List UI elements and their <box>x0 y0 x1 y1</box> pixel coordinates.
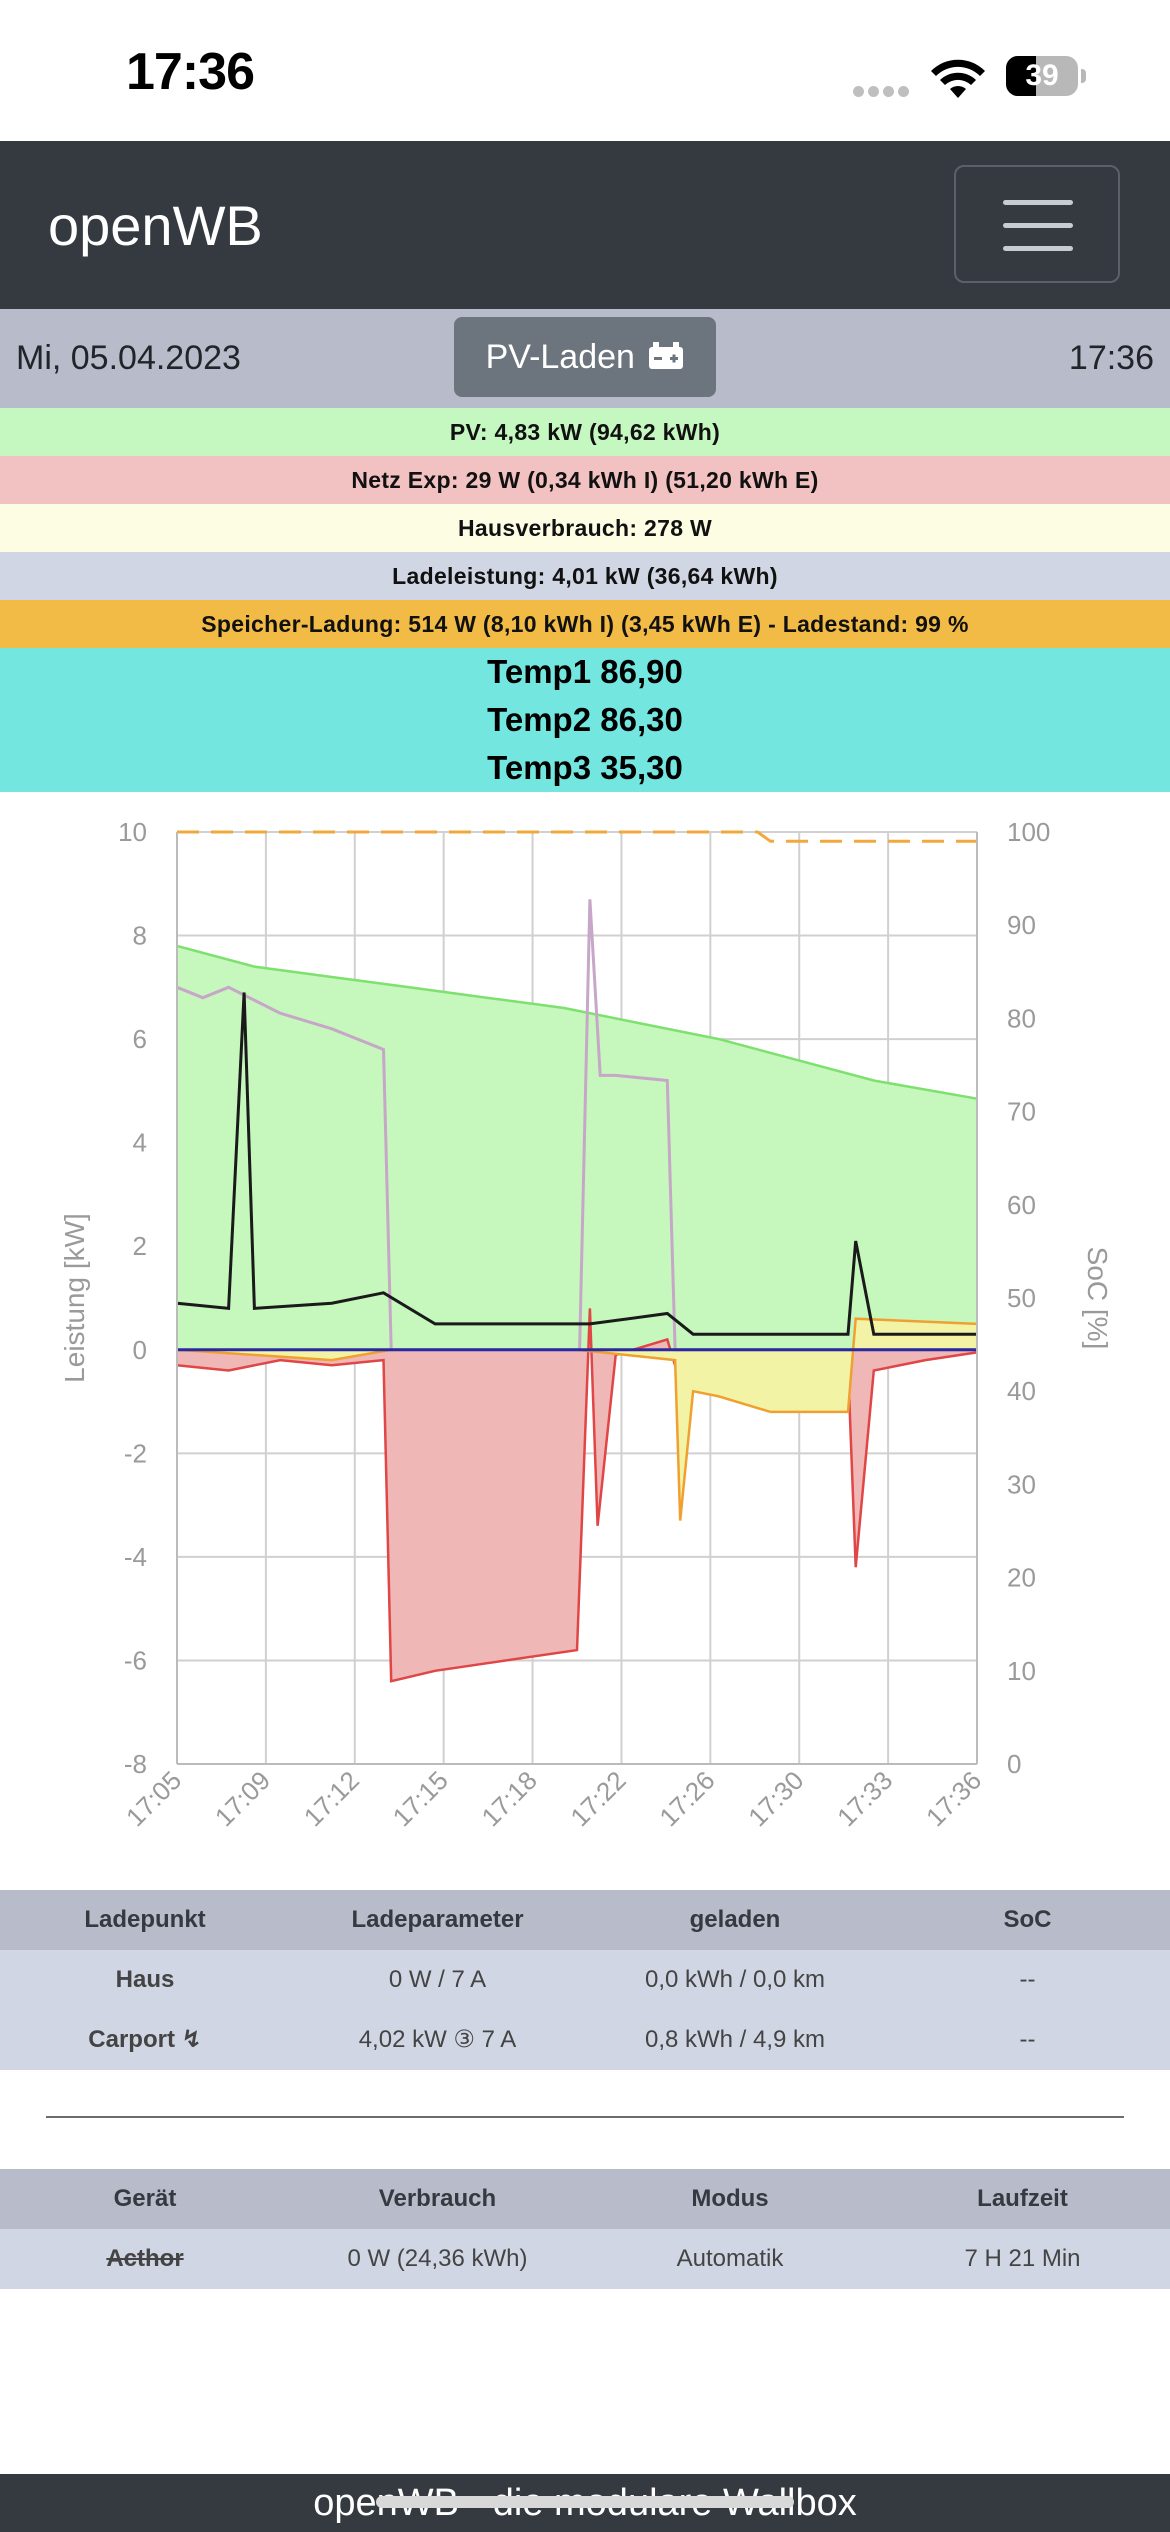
soc-series-line <box>177 830 977 843</box>
y-right-tick-label: 50 <box>1007 1283 1036 1313</box>
y-right-tick-label: 30 <box>1007 1469 1036 1499</box>
y-tick-label: 0 <box>133 1335 147 1365</box>
status-time: 17:36 <box>126 43 255 101</box>
battery-icon: 39 <box>1006 56 1086 98</box>
chargepoint-soc: -- <box>1019 1966 1036 1993</box>
wifi-icon <box>931 59 985 98</box>
house-series-line <box>176 992 977 1336</box>
hamburger-icon <box>1003 200 1073 205</box>
x-tick-label: 17:09 <box>209 1765 276 1832</box>
grid-summary: Netz Exp: 29 W (0,34 kWh I) (51,20 kWh E… <box>0 456 1170 504</box>
y-tick-label: -8 <box>124 1749 147 1779</box>
y-right-tick-label: 70 <box>1007 1097 1036 1127</box>
device-name[interactable]: Acthor <box>106 2245 184 2272</box>
current-date: Mi, 05.04.2023 <box>16 339 241 377</box>
table-row[interactable]: Haus 0 W / 7 A 0,0 kWh / 0,0 km -- <box>0 1950 1170 2010</box>
col-verbrauch: Verbrauch <box>378 2185 497 2212</box>
chargepoint-charged: 0,0 kWh / 0,0 km <box>644 1966 826 1993</box>
chargepoint-soc: -- <box>1019 2026 1036 2053</box>
table-row[interactable]: Acthor 0 W (24,36 kWh) Automatik 7 H 21 … <box>0 2229 1170 2289</box>
x-tick-label: 17:15 <box>387 1765 454 1832</box>
col-soc: SoC <box>1003 1906 1052 1933</box>
power-chart[interactable]: -8-6-4-20246810010203040506070809010017:… <box>0 792 1170 1890</box>
status-bar: 17:36 39 <box>0 0 1170 141</box>
col-laufzeit: Laufzeit <box>977 2185 1068 2212</box>
section-divider <box>46 2116 1124 2118</box>
device-runtime: 7 H 21 Min <box>964 2245 1081 2272</box>
temperature-panel: Temp1 86,90 Temp2 86,30 Temp3 35,30 <box>0 648 1170 792</box>
col-geraet: Gerät <box>113 2185 177 2212</box>
col-modus: Modus <box>691 2185 769 2212</box>
chargepoint-table: Ladepunkt Ladeparameter geladen SoC Haus… <box>0 1890 1170 2070</box>
x-tick-label: 17:12 <box>298 1765 365 1832</box>
x-tick-label: 17:26 <box>653 1765 720 1832</box>
y-right-tick-label: 80 <box>1007 1003 1036 1033</box>
x-tick-label: 17:33 <box>831 1765 898 1832</box>
y-tick-label: 2 <box>133 1231 147 1261</box>
menu-toggle-button[interactable] <box>954 165 1120 283</box>
y-right-tick-label: 90 <box>1007 910 1036 940</box>
y-axis-label: Leistung [kW] <box>59 1213 90 1383</box>
charge-mode-label: PV-Laden <box>485 338 635 376</box>
y-right-tick-label: 0 <box>1007 1749 1021 1779</box>
hamburger-icon-bar <box>1003 246 1073 251</box>
y-right-tick-label: 20 <box>1007 1563 1036 1593</box>
x-tick-label: 17:30 <box>742 1765 809 1832</box>
col-ladepunkt: Ladepunkt <box>84 1906 206 1933</box>
storage-series-line <box>176 1317 978 1521</box>
battery-charge-icon <box>649 342 684 369</box>
x-tick-label: 17:18 <box>476 1765 543 1832</box>
brand-logo[interactable]: openWB <box>48 194 263 257</box>
y-tick-label: 10 <box>118 817 147 847</box>
y-tick-label: -4 <box>124 1542 147 1572</box>
charge-mode-button[interactable]: PV-Laden <box>454 317 716 397</box>
storage-summary: Speicher-Ladung: 514 W (8,10 kWh I) (3,4… <box>0 600 1170 648</box>
grid-series-area <box>177 1308 977 1682</box>
chargepoint-charged: 0,8 kWh / 4,9 km <box>644 2026 826 2053</box>
device-table-header: Gerät Verbrauch Modus Laufzeit <box>0 2169 1170 2229</box>
navbar: openWB <box>0 141 1170 309</box>
table-row[interactable]: Carport ↯ 4,02 kW ③ 7 A 0,8 kWh / 4,9 km… <box>0 2010 1170 2070</box>
col-ladeparameter: Ladeparameter <box>351 1906 524 1933</box>
temp1-value: Temp1 86,90 <box>487 653 683 690</box>
chargepoint-param: 0 W / 7 A <box>388 1966 487 1993</box>
y-tick-label: 6 <box>133 1024 147 1054</box>
x-tick-label: 17:36 <box>920 1765 987 1832</box>
col-geladen: geladen <box>689 1906 781 1933</box>
chargepoint-table-header: Ladepunkt Ladeparameter geladen SoC <box>0 1890 1170 1950</box>
device-consumption: 0 W (24,36 kWh) <box>347 2245 528 2272</box>
signal-icon <box>853 84 915 97</box>
date-bar: Mi, 05.04.2023 PV-Laden 17:36 <box>0 309 1170 408</box>
house-consumption-summary: Hausverbrauch: 278 W <box>0 504 1170 552</box>
x-tick-label: 17:22 <box>564 1765 631 1832</box>
current-time: 17:36 <box>1068 339 1154 377</box>
device-mode: Automatik <box>676 2245 784 2272</box>
y-tick-label: 4 <box>133 1128 147 1158</box>
battery-level: 39 <box>1025 59 1059 92</box>
chargepoint-param: 4,02 kW ③ 7 A <box>358 2026 517 2053</box>
chargepoint-name[interactable]: Haus <box>115 1966 175 1993</box>
y-tick-label: 8 <box>133 921 147 951</box>
y-tick-label: -6 <box>124 1645 147 1675</box>
hamburger-icon-bar <box>1003 223 1073 228</box>
y-tick-label: -2 <box>124 1438 147 1468</box>
y-right-tick-label: 60 <box>1007 1190 1036 1220</box>
pv-summary: PV: 4,83 kW (94,62 kWh) <box>0 408 1170 456</box>
temp3-value: Temp3 35,30 <box>487 749 683 786</box>
y-axis-label-right: SoC [%] <box>1082 1247 1113 1350</box>
y-right-tick-label: 40 <box>1007 1376 1036 1406</box>
device-table: Gerät Verbrauch Modus Laufzeit Acthor 0 … <box>0 2169 1170 2289</box>
y-right-tick-label: 10 <box>1007 1656 1036 1686</box>
y-right-tick-label: 100 <box>1007 817 1050 847</box>
home-indicator[interactable] <box>376 2496 794 2508</box>
pv-series-line <box>176 944 978 1100</box>
charging-power-summary: Ladeleistung: 4,01 kW (36,64 kWh) <box>0 552 1170 600</box>
storage-series-area <box>177 1318 977 1521</box>
pv-series-area <box>177 945 977 1350</box>
chargepoint-name[interactable]: Carport ↯ <box>88 2026 202 2053</box>
temp2-value: Temp2 86,30 <box>487 701 683 738</box>
